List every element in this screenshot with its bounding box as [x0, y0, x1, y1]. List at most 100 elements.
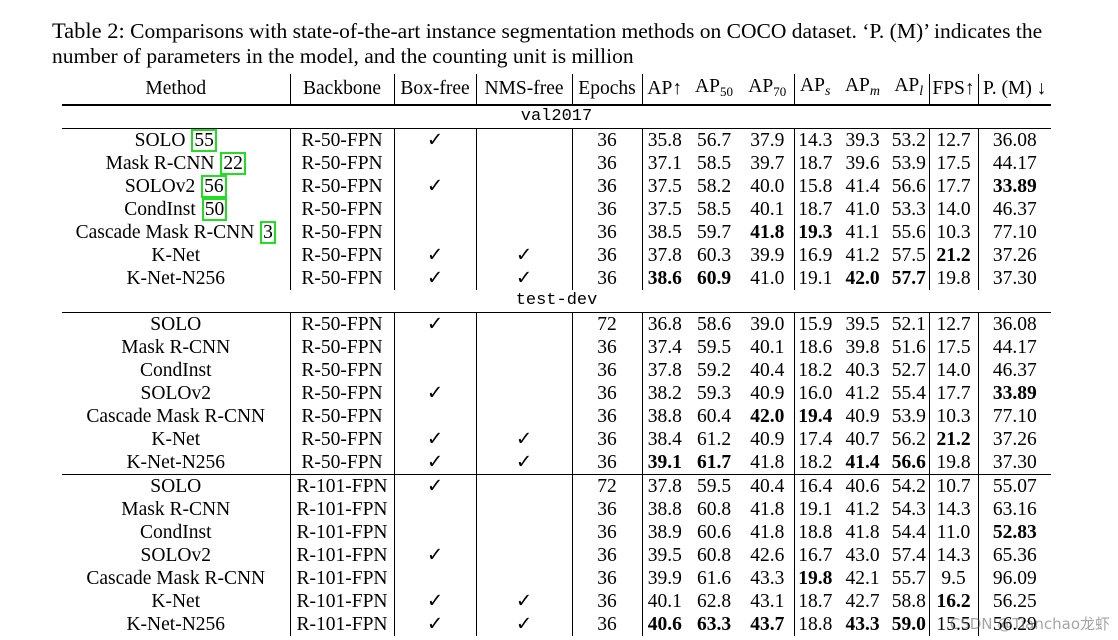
apl-cell: 53.2	[889, 128, 930, 152]
apl-cell: 57.5	[889, 244, 930, 267]
aps-cell: 18.2	[798, 360, 833, 381]
params-cell: 37.26	[992, 245, 1037, 266]
box-free-cell	[394, 336, 477, 359]
method-cell: Mask R-CNN	[62, 336, 291, 359]
aps-cell: 19.4	[798, 406, 833, 427]
box-free-cell	[394, 198, 477, 221]
ap50-cell: 60.4	[696, 406, 732, 427]
backbone-cell: R-101-FPN	[290, 498, 395, 521]
apl-cell: 52.7	[889, 359, 930, 382]
ap-cell: 38.8	[647, 406, 682, 427]
ap-cell: 40.1	[647, 591, 682, 612]
method-cell: SOLOv2 56	[62, 175, 291, 198]
ap-cell: 38.2	[647, 383, 682, 404]
ap70-cell: 41.8	[741, 498, 795, 521]
aps-cell: 16.4	[794, 474, 836, 498]
backbone-cell: R-101-FPN	[290, 613, 395, 636]
backbone-cell: R-50-FPN	[290, 244, 395, 267]
ap50-cell: 60.3	[696, 245, 732, 266]
ap70-cell: 42.0	[741, 405, 795, 428]
table-row: CondInst R-101-FPN 36 38.9 60.6 41.8 18.8 41.8 5…	[62, 521, 1051, 544]
apm-cell: 40.6	[836, 474, 889, 498]
citation-ref[interactable]: 50	[201, 198, 228, 221]
nms-free-cell	[476, 128, 573, 152]
ap-cell: 38.5	[647, 222, 682, 243]
method-cell: SOLO	[62, 312, 291, 336]
aps-cell: 19.3	[798, 222, 833, 243]
fps-cell: 10.3	[929, 221, 979, 244]
header-ap: AP↑	[642, 74, 687, 106]
ap-cell: 39.1	[647, 452, 682, 473]
epochs-cell: 36	[572, 175, 643, 198]
table-row: SOLOv2 R-101-FPN ✓ 36 39.5 60.8 42.6 16.7 43.0 57…	[62, 544, 1051, 567]
ap50-cell: 58.5	[696, 199, 732, 220]
nms-free-cell	[476, 359, 573, 382]
apm-cell: 43.0	[845, 545, 880, 566]
citation-ref[interactable]: 3	[260, 221, 276, 244]
params-cell: 37.26	[992, 429, 1037, 450]
ap70-cell: 40.4	[741, 359, 795, 382]
box-free-cell	[394, 221, 477, 244]
ap-cell: 38.8	[647, 499, 682, 520]
table-row: K-Net-N256 R-101-FPN ✓ ✓ 36 40.6 63.3 43.7 18.8 4…	[62, 613, 1051, 636]
table-row: SOLOv2 56 R-50-FPN ✓ 36 37.5 58.2 40.0 15.8 41.4…	[62, 175, 1051, 198]
ap50-cell: 60.8	[696, 545, 732, 566]
ap-cell: 37.8	[647, 245, 682, 266]
ap-cell: 37.8	[642, 474, 687, 498]
epochs-cell: 36	[572, 244, 643, 267]
aps-cell: 15.9	[798, 314, 833, 335]
ap50-cell: 61.6	[696, 568, 732, 589]
apm-cell: 39.3	[845, 130, 880, 151]
ap70-cell: 41.8	[741, 521, 795, 544]
ap-cell: 40.6	[647, 614, 682, 635]
ap50-cell: 60.6	[696, 522, 732, 543]
fps-cell: 17.5	[929, 336, 979, 359]
params-cell: 44.17	[992, 337, 1037, 358]
aps-cell: 16.9	[798, 245, 833, 266]
epochs-cell: 36	[572, 267, 643, 290]
method-cell: SOLO	[62, 474, 291, 498]
ap-cell: 38.6	[647, 268, 682, 289]
citation-ref[interactable]: 22	[220, 152, 246, 175]
checkmark-icon: ✓	[476, 590, 573, 613]
table-row: Cascade Mask R-CNN 3 R-50-FPN 36 38.5 59.7 41…	[62, 221, 1051, 244]
checkmark-icon: ✓	[394, 474, 477, 498]
method-cell: K-Net	[62, 244, 291, 267]
nms-free-cell	[476, 498, 573, 521]
nms-free-cell	[476, 474, 573, 498]
aps-cell: 16.0	[798, 383, 833, 404]
citation-ref[interactable]: 56	[201, 175, 227, 198]
header-apm: APm	[836, 74, 889, 106]
checkmark-icon: ✓	[394, 590, 477, 613]
aps-cell: 18.8	[798, 522, 833, 543]
apl-cell: 52.1	[889, 312, 930, 336]
backbone-cell: R-50-FPN	[290, 175, 395, 198]
table-body: val2017 SOLO 55 R-50-FPN ✓ 36 35.8 56.7 37.9 14.…	[62, 105, 1051, 636]
params-cell: 33.89	[992, 176, 1037, 197]
backbone-cell: R-50-FPN	[290, 267, 395, 290]
params-cell: 77.10	[992, 406, 1037, 427]
header-nms-free: NMS-free	[476, 74, 573, 106]
nms-free-cell	[476, 382, 573, 405]
citation-ref[interactable]: 55	[191, 129, 217, 152]
epochs-cell: 36	[572, 544, 643, 567]
backbone-cell: R-101-FPN	[290, 544, 395, 567]
fps-cell: 21.2	[929, 428, 979, 451]
method-cell: SOLOv2	[62, 544, 291, 567]
nms-free-cell	[476, 198, 573, 221]
table-row: SOLO R-101-FPN ✓ 72 37.8 59.5 40.4 16.4 40.6 54.2…	[62, 474, 1051, 498]
backbone-cell: R-50-FPN	[290, 359, 395, 382]
apl-cell: 53.3	[889, 198, 930, 221]
apl-cell: 56.2	[889, 428, 930, 451]
epochs-cell: 36	[572, 221, 643, 244]
header-ap50: AP50	[687, 74, 741, 106]
method-cell: Cascade Mask R-CNN	[62, 567, 291, 590]
apl-cell: 53.9	[889, 152, 930, 175]
checkmark-icon: ✓	[394, 613, 477, 636]
ap50-cell: 58.2	[696, 176, 732, 197]
fps-cell: 14.3	[929, 498, 979, 521]
box-free-cell	[394, 152, 477, 175]
params-cell: 63.16	[992, 499, 1037, 520]
ap70-cell: 41.0	[741, 267, 795, 290]
epochs-cell: 36	[572, 613, 643, 636]
